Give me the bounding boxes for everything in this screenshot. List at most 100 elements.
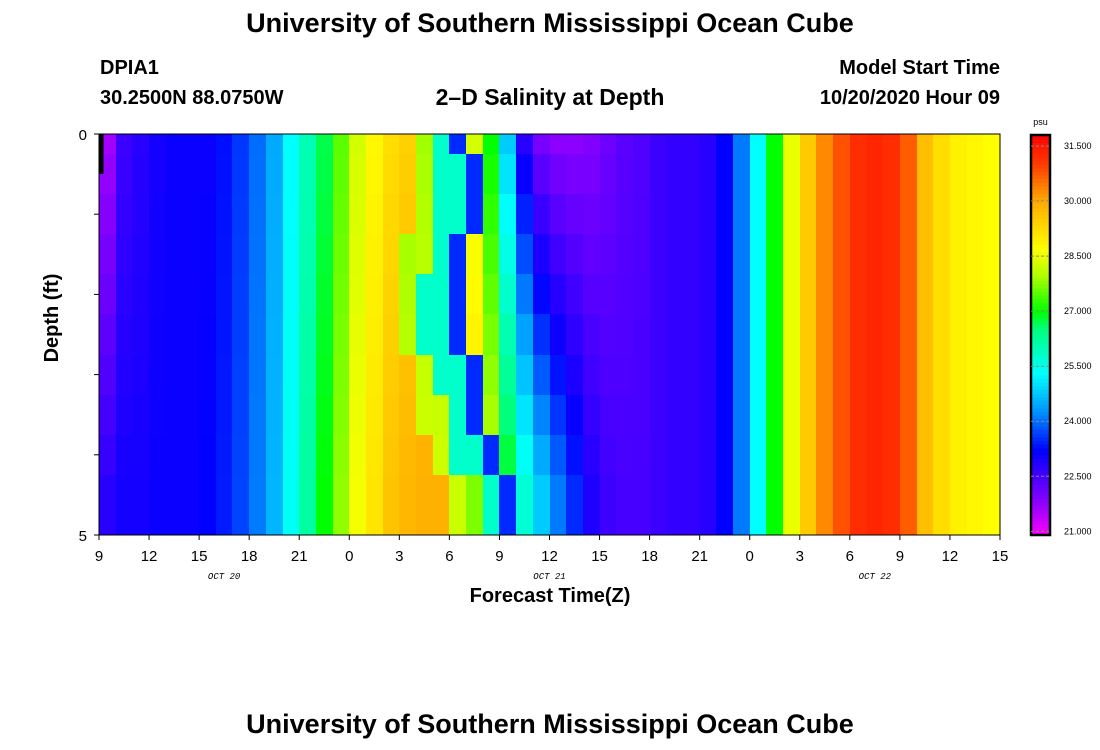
colorbar-segment bbox=[1031, 265, 1050, 271]
heatmap-cell bbox=[416, 395, 434, 436]
heatmap-cell bbox=[950, 274, 968, 315]
heatmap-cell bbox=[349, 435, 367, 476]
heatmap-cell bbox=[700, 154, 717, 195]
heatmap-cell bbox=[700, 194, 717, 235]
heatmap-cell bbox=[733, 435, 751, 476]
colorbar-segment bbox=[1031, 320, 1050, 325]
heatmap-cell bbox=[750, 274, 767, 315]
colorbar-segment bbox=[1031, 305, 1050, 311]
heatmap-cell bbox=[283, 314, 300, 356]
heatmap-cell bbox=[816, 194, 834, 235]
colorbar-segment bbox=[1031, 258, 1050, 263]
heatmap-cell bbox=[650, 154, 667, 195]
heatmap-cell bbox=[516, 134, 534, 155]
heatmap-cell bbox=[466, 274, 484, 315]
heatmap-cell bbox=[550, 154, 567, 195]
heatmap-cell bbox=[783, 154, 801, 195]
colorbar-segment bbox=[1031, 218, 1050, 223]
colorbar-segment bbox=[1031, 269, 1050, 274]
heatmap-cell bbox=[883, 475, 901, 536]
heatmap-cell bbox=[116, 395, 133, 436]
heatmap-cell bbox=[683, 435, 701, 476]
colorbar-segment bbox=[1031, 302, 1050, 307]
colorbar-segment bbox=[1031, 487, 1050, 492]
heatmap-cell bbox=[349, 395, 367, 436]
heatmap-cell bbox=[516, 395, 534, 436]
heatmap-cell bbox=[700, 435, 717, 476]
heatmap-cell bbox=[499, 395, 517, 436]
heatmap-cell bbox=[499, 314, 517, 356]
colorbar-segment bbox=[1031, 415, 1050, 420]
heatmap-cell bbox=[249, 355, 267, 396]
heatmap-cell bbox=[116, 475, 133, 536]
heatmap-cell bbox=[933, 134, 951, 155]
heatmap-cell bbox=[132, 154, 150, 195]
heatmap-cell bbox=[366, 314, 384, 356]
heatmap-cell bbox=[967, 435, 984, 476]
heatmap-cell bbox=[850, 435, 868, 476]
heatmap-cell bbox=[967, 194, 984, 235]
heatmap-cell bbox=[399, 475, 417, 536]
heatmap-cell bbox=[950, 355, 968, 396]
heatmap-cell bbox=[116, 234, 133, 275]
heatmap-cell bbox=[399, 355, 417, 396]
heatmap-cell bbox=[750, 314, 767, 356]
heatmap-cell bbox=[850, 274, 868, 315]
heatmap-cell bbox=[232, 134, 250, 155]
colorbar-segment bbox=[1031, 222, 1050, 227]
heatmap-cell bbox=[182, 355, 200, 396]
heatmap-cell bbox=[967, 154, 984, 195]
heatmap-cell bbox=[600, 314, 617, 356]
colorbar-segment bbox=[1031, 211, 1050, 216]
heatmap-cell bbox=[283, 194, 300, 235]
heatmap-cell bbox=[166, 355, 183, 396]
heatmap-cell bbox=[149, 154, 167, 195]
heatmap-cell bbox=[850, 234, 868, 275]
heatmap-cell bbox=[249, 234, 267, 275]
heatmap-cell bbox=[416, 234, 434, 275]
heatmap-cell bbox=[182, 395, 200, 436]
colorbar-segment bbox=[1031, 378, 1050, 383]
heatmap-cell bbox=[516, 234, 534, 275]
plot-title: 2–D Salinity at Depth bbox=[435, 84, 665, 110]
heatmap-cell bbox=[182, 234, 200, 275]
heatmap-cell bbox=[867, 475, 884, 536]
heatmap-cell bbox=[366, 475, 384, 536]
heatmap-cell bbox=[166, 154, 183, 195]
heatmap-cell bbox=[132, 435, 150, 476]
heatmap-cell bbox=[566, 234, 584, 275]
heatmap-cell bbox=[816, 435, 834, 476]
x-tick-label: 15 bbox=[191, 548, 208, 565]
heatmap-cell bbox=[116, 134, 133, 155]
heatmap-cell bbox=[733, 395, 751, 436]
heatmap-cell bbox=[650, 355, 667, 396]
heatmap-cell bbox=[816, 154, 834, 195]
heatmap-cell bbox=[766, 234, 784, 275]
heatmap-cell bbox=[867, 234, 884, 275]
heatmap-cell bbox=[833, 154, 851, 195]
heatmap-cell bbox=[917, 435, 934, 476]
heatmap-cell bbox=[633, 435, 651, 476]
colorbar-segment bbox=[1031, 215, 1050, 220]
heatmap-cell bbox=[800, 475, 817, 536]
heatmap-cell bbox=[249, 395, 267, 436]
heatmap-cell bbox=[700, 395, 717, 436]
colorbar-segment bbox=[1031, 509, 1050, 514]
heatmap-cell bbox=[416, 154, 434, 195]
heatmap-cell bbox=[232, 154, 250, 195]
heatmap-cell bbox=[316, 274, 334, 315]
heatmap-cell bbox=[449, 194, 467, 235]
heatmap-cell bbox=[166, 134, 183, 155]
heatmap-cell bbox=[483, 194, 500, 235]
page-title-bottom: University of Southern Mississippi Ocean… bbox=[246, 709, 854, 739]
heatmap-cell bbox=[783, 134, 801, 155]
colorbar-segment bbox=[1031, 375, 1050, 380]
heatmap-cell bbox=[533, 435, 551, 476]
heatmap-cell bbox=[583, 194, 601, 235]
colorbar-segment bbox=[1031, 465, 1050, 471]
colorbar-segment bbox=[1031, 371, 1050, 376]
colorbar-segment bbox=[1031, 276, 1050, 282]
x-tick-label: 3 bbox=[796, 548, 804, 565]
heatmap-cell bbox=[666, 274, 684, 315]
heatmap-cell bbox=[199, 355, 217, 396]
